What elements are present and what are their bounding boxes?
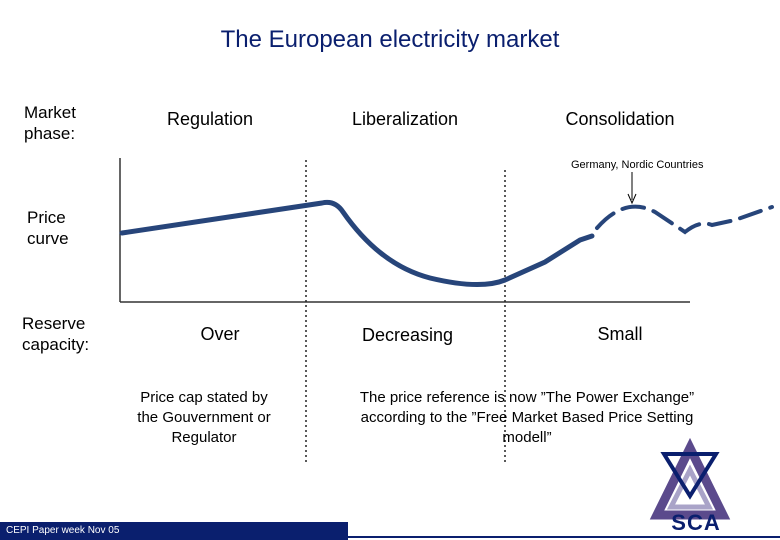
market-phase-label: Market phase: — [24, 103, 76, 143]
phase-regulation: Regulation — [166, 109, 254, 129]
reserve-decreasing: Decreasing — [361, 325, 454, 345]
footer-bar — [0, 522, 348, 540]
sca-logo-mark — [649, 437, 731, 520]
logo-triangle-inverted — [660, 452, 720, 500]
note-price-cap: Price cap stated by the Gouvernment or R… — [137, 389, 271, 446]
sca-logo-text: SCA — [671, 510, 721, 535]
reserve-over: Over — [200, 324, 240, 344]
phase-consolidation: Consolidation — [565, 109, 675, 129]
logo-triangle-outer — [649, 437, 731, 520]
price-curve-label: Price curve — [27, 208, 69, 248]
footer-text: CEPI Paper week Nov 05 — [6, 525, 120, 536]
reserve-capacity-label: Reserve capacity: — [22, 314, 90, 354]
footer-line — [348, 536, 780, 538]
logo-triangle-inner — [666, 464, 714, 510]
price-curve-solid — [119, 199, 595, 288]
price-curve-projection — [595, 204, 774, 235]
annotation-arrow-head — [627, 193, 637, 205]
annotation-germany-nordic: Germany, Nordic Countries — [571, 159, 704, 171]
reserve-small: Small — [597, 324, 643, 344]
phase-liberalization: Liberalization — [351, 109, 459, 129]
note-power-exchange: The price reference is now ”The Power Ex… — [359, 389, 695, 446]
slide-title: The European electricity market — [220, 26, 560, 53]
